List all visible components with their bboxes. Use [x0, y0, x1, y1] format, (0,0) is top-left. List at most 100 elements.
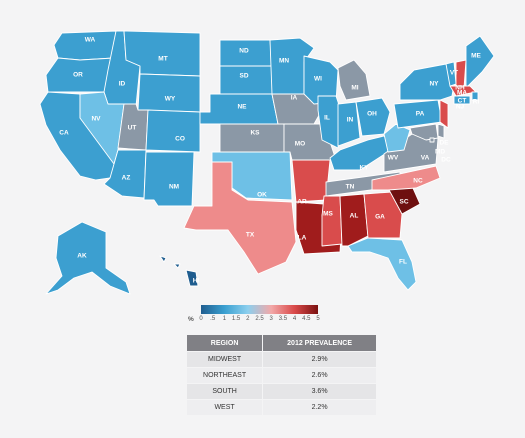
state-label-wy: WY [165, 96, 176, 103]
column-header-prevalence: 2012 PREVALENCE [262, 334, 377, 352]
state-label-id: ID [119, 81, 126, 88]
legend-tick: 2 [246, 316, 250, 322]
state-ak [45, 221, 131, 295]
legend-ticks: 0 .5 1 1.5 2 2.5 3 3.5 4 4.5 5 [199, 316, 319, 326]
state-label-or: OR [73, 72, 83, 79]
legend-tick: 3 [269, 316, 273, 322]
table-row: SOUTH 3.6% [185, 383, 377, 400]
legend-gradient-bar [201, 305, 318, 314]
state-label-mt: MT [158, 56, 167, 63]
state-label-nj: NJ [456, 104, 465, 111]
legend-tick: 1.5 [231, 316, 241, 322]
state-tx [183, 161, 297, 275]
state-label-me: ME [471, 53, 481, 60]
legend-unit: % [188, 316, 194, 323]
legend-tick: 4 [292, 316, 297, 322]
prevalence-table: REGION 2012 PREVALENCE MIDWEST 2.9% NORT… [185, 334, 377, 416]
table-header-row: REGION 2012 PREVALENCE [185, 334, 377, 352]
value-cell: 2.2% [262, 399, 377, 416]
state-label-nm: NM [169, 184, 179, 191]
state-in [337, 101, 361, 147]
state-label-ne: NE [237, 104, 247, 111]
state-label-tx: TX [246, 232, 255, 239]
region-cell: SOUTH [185, 383, 264, 400]
state-label-wi: WI [314, 76, 322, 83]
state-label-in: IN [347, 117, 354, 124]
state-label-de: DE [439, 140, 449, 147]
state-label-oh: OH [367, 111, 377, 118]
state-label-tn: TN [346, 184, 355, 191]
state-label-wv: WV [388, 155, 399, 162]
legend-tick: 3.5 [278, 316, 288, 322]
state-nj [439, 99, 449, 129]
table-row: MIDWEST 2.9% [185, 351, 377, 368]
state-label-ky: KY [359, 165, 369, 172]
state-label-va: VA [421, 155, 430, 162]
state-label-ak: AK [77, 253, 87, 260]
state-label-az: AZ [122, 175, 131, 182]
state-label-nh: NH [455, 85, 465, 92]
state-ri [471, 91, 479, 101]
state-label-nd: ND [239, 48, 249, 55]
state-wy [137, 73, 201, 113]
state-label-dc: DC [441, 157, 451, 164]
state-label-il: IL [324, 115, 330, 122]
state-wv [383, 123, 411, 153]
state-de [437, 123, 445, 139]
state-label-ut: UT [128, 125, 137, 132]
state-label-wa: WA [85, 37, 96, 44]
state-al [339, 193, 369, 247]
state-label-ar: AR [297, 199, 307, 206]
state-label-nv: NV [91, 116, 101, 123]
state-label-ks: KS [250, 130, 260, 137]
state-label-co: CO [175, 136, 185, 143]
value-cell: 2.9% [262, 351, 377, 368]
state-label-sd: SD [239, 73, 248, 80]
color-legend: % 0 .5 1 1.5 2 2.5 3 3.5 4 4.5 5 [186, 305, 326, 329]
state-nc [371, 165, 441, 191]
state-sd [219, 65, 273, 95]
state-ms [321, 195, 343, 247]
legend-tick: 1 [222, 316, 227, 322]
state-label-ca: CA [59, 130, 69, 137]
legend-tick: 2.5 [255, 316, 264, 322]
state-label-hi: HI [193, 278, 200, 285]
state-ct [453, 95, 471, 105]
state-ks [219, 123, 285, 153]
state-co [145, 109, 201, 153]
state-label-vt: VT [450, 70, 458, 77]
state-label-ct: CT [458, 98, 467, 105]
state-label-mo: MO [295, 141, 305, 148]
table-row: NORTHEAST 2.6% [185, 367, 377, 384]
state-hi [159, 255, 199, 287]
value-cell: 3.6% [262, 383, 377, 400]
state-label-sc: SC [399, 199, 408, 206]
state-il [317, 95, 343, 149]
state-label-nc: NC [413, 178, 423, 185]
state-label-md: MD [435, 149, 445, 156]
state-label-la: LA [298, 235, 307, 242]
legend-tick: 4.5 [302, 316, 311, 322]
region-cell: MIDWEST [185, 351, 264, 368]
state-ny [399, 63, 455, 101]
state-ga [363, 191, 403, 239]
us-state-map: WA OR CA ID NV MT WY UT AZ CO NM ND SD NE KS OK TX MN IA MO… [39, 30, 495, 295]
state-label-ri: RI [473, 99, 480, 106]
state-label-fl: FL [399, 259, 407, 266]
state-dc [429, 137, 435, 143]
state-label-mi: MI [351, 85, 358, 92]
state-oh [355, 97, 391, 137]
legend-tick: .5 [210, 316, 216, 322]
state-wa [53, 30, 117, 61]
state-nm [143, 151, 195, 207]
state-label-ms: MS [323, 211, 333, 218]
state-label-ny: NY [429, 81, 439, 88]
legend-tick: 0 [199, 316, 203, 322]
region-cell: NORTHEAST [185, 367, 264, 384]
state-mi [337, 59, 371, 101]
table-row: WEST 2.2% [185, 399, 377, 416]
value-cell: 2.6% [262, 367, 377, 384]
column-header-region: REGION [185, 334, 264, 352]
state-fl [347, 237, 417, 291]
